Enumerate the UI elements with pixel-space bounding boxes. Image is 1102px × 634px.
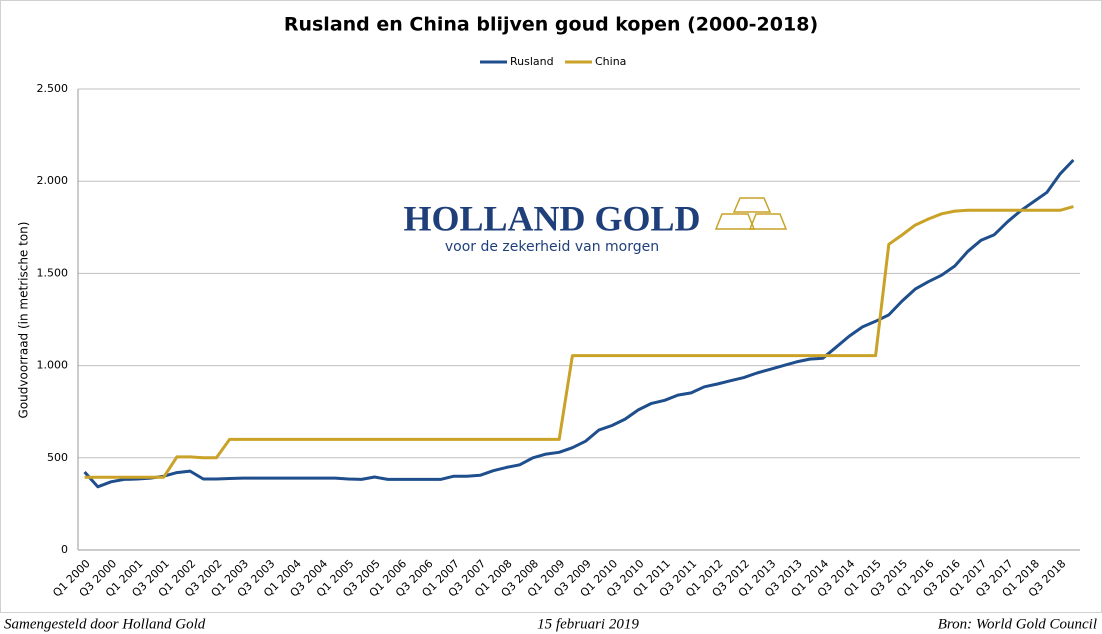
y-tick-label: 2.500 <box>37 82 69 95</box>
y-tick-label: 1.000 <box>37 359 69 372</box>
y-axis-title: Goudvoorraad (in metrische ton) <box>17 222 31 419</box>
logo-icon <box>714 197 788 230</box>
logo-tagline: voor de zekerheid van morgen <box>445 239 659 255</box>
series-line <box>84 205 1074 479</box>
legend-label: China <box>595 55 626 68</box>
chart-frame <box>0 0 1102 613</box>
y-tick-label: 500 <box>47 451 68 464</box>
series-line <box>83 158 1075 489</box>
legend-label: Rusland <box>510 55 554 68</box>
footer-center: 15 februari 2019 <box>537 616 639 632</box>
y-tick-label: 2.000 <box>37 174 69 187</box>
footer-left: Samengesteld door Holland Gold <box>4 616 206 632</box>
chart-title: Rusland en China blijven goud kopen (200… <box>284 14 818 36</box>
footer-right: Bron: World Gold Council <box>938 616 1097 632</box>
y-tick-label: 0 <box>61 543 68 556</box>
logo-name: HOLLAND GOLD <box>403 198 700 238</box>
y-tick-label: 1.500 <box>37 266 69 279</box>
